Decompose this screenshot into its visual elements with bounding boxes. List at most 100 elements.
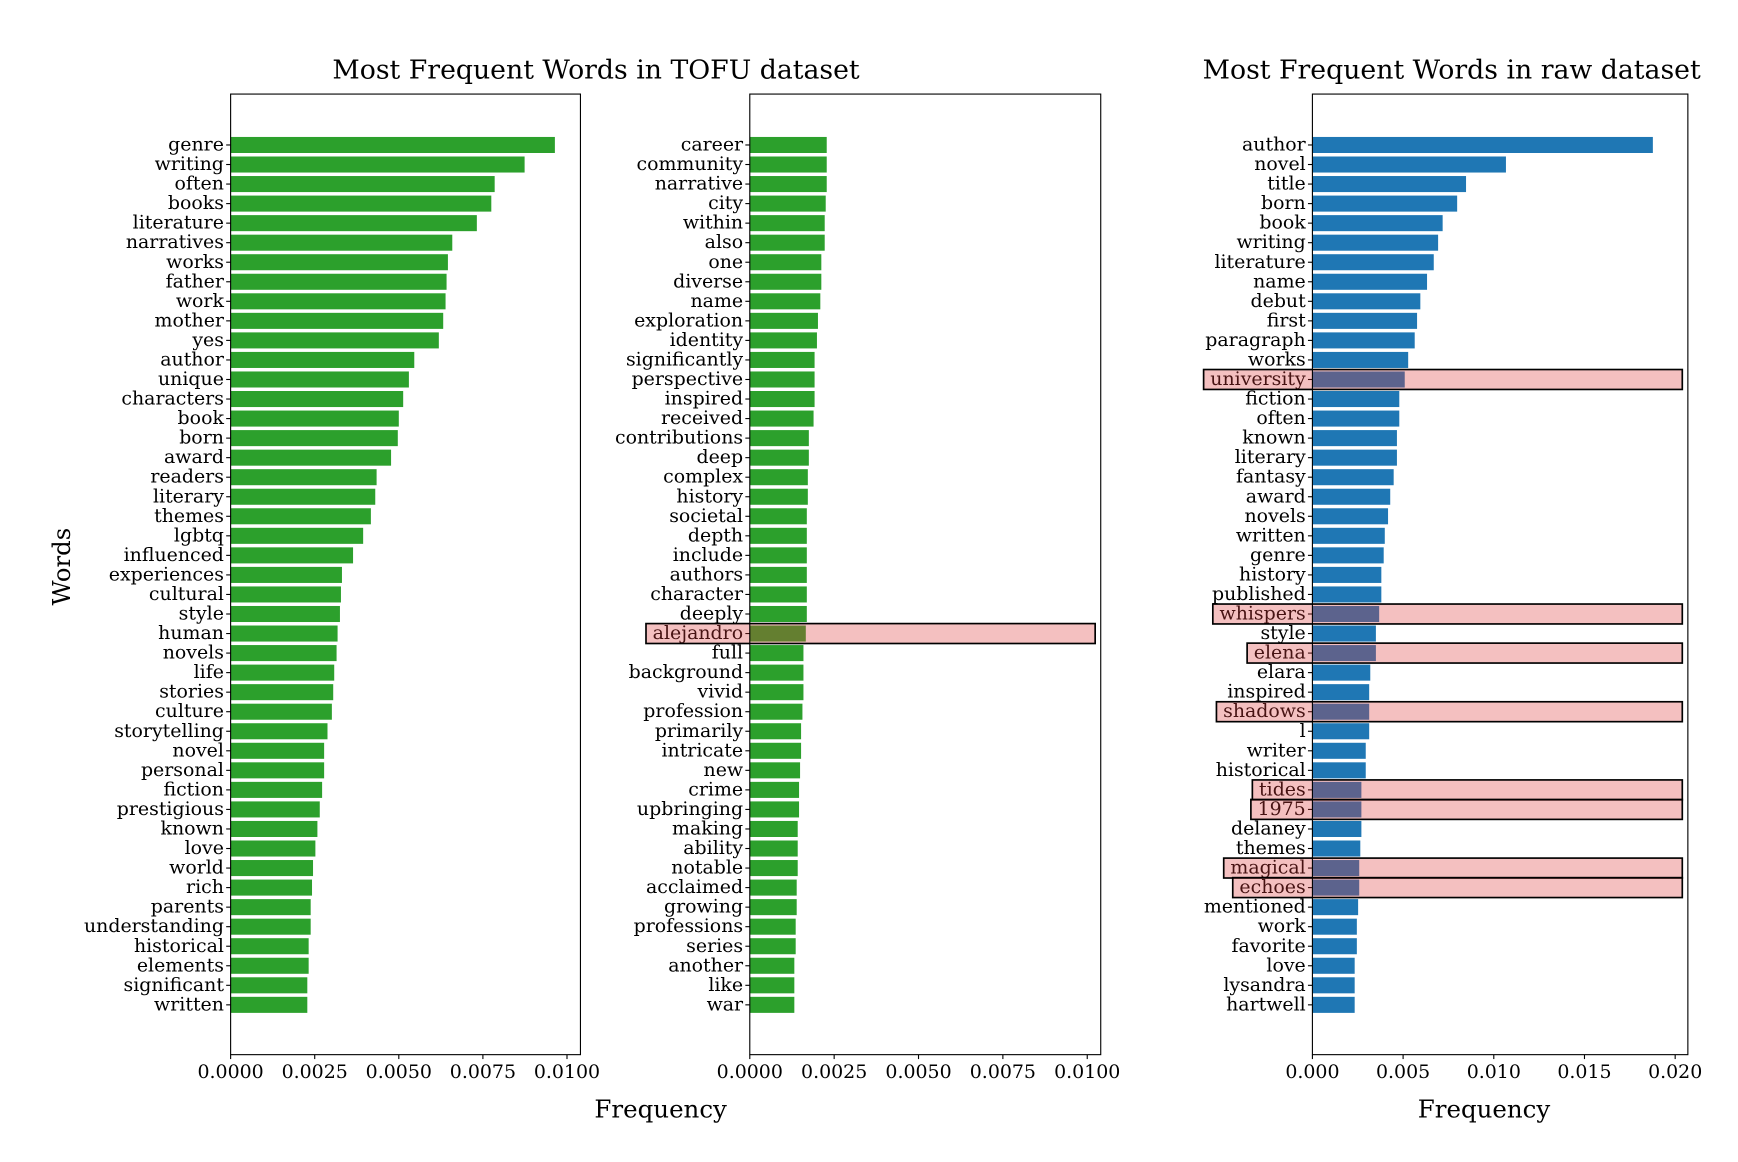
xtick-label: 0.0000 <box>198 1061 264 1083</box>
ytick-label: paragraph <box>1205 329 1305 351</box>
bar-cultural <box>230 586 341 603</box>
ytick-label: history <box>676 485 743 507</box>
ytick-label: magical <box>1230 857 1305 879</box>
bar-professions <box>749 918 796 935</box>
ytick-label: alejandro <box>653 622 743 644</box>
highlight-box-tides <box>1251 779 1684 801</box>
bar-favorite <box>1312 938 1357 955</box>
bar-novels <box>230 645 337 662</box>
bar-significant <box>230 977 308 994</box>
panels: genrewritingoftenbooksliteraturenarrativ… <box>84 93 1702 1083</box>
xtick-label: 0.0025 <box>282 1061 348 1083</box>
bar-understanding <box>230 918 311 935</box>
bar-complex <box>749 469 808 486</box>
ytick-label: personal <box>141 759 224 781</box>
ytick-label: storytelling <box>114 720 224 742</box>
x-axis-label-raw: Frequency <box>1418 1095 1551 1124</box>
ytick-label: deeply <box>680 603 744 625</box>
bar-unique <box>230 371 409 388</box>
bar-fantasy <box>1312 469 1394 486</box>
axes-frame <box>230 93 582 1056</box>
bar-diverse <box>749 273 822 290</box>
highlight-box-shadows <box>1215 700 1684 723</box>
bar-l <box>1312 723 1370 740</box>
bar-name <box>1312 273 1428 290</box>
bar-yes <box>230 332 439 349</box>
bar-historical <box>1312 762 1366 779</box>
highlight-box-university <box>1202 368 1684 391</box>
ytick-label: hartwell <box>1226 993 1306 1015</box>
bar-books <box>230 195 492 212</box>
ytick-label: award <box>164 446 224 468</box>
bar-delaney <box>1312 820 1362 837</box>
ytick-label: culture <box>155 700 224 722</box>
ytick-label: war <box>707 993 745 1015</box>
ytick-label: exploration <box>634 309 743 331</box>
bar-works <box>230 254 448 271</box>
bar-inspired <box>749 391 815 408</box>
ytick-label: novel <box>1254 153 1306 175</box>
ytick-label: growing <box>664 896 743 918</box>
ytick-label: 1975 <box>1258 798 1306 820</box>
ytick-label: narrative <box>655 173 743 195</box>
ytick-label: profession <box>643 700 743 722</box>
bar-literature <box>230 215 477 232</box>
bar-writing <box>1312 234 1439 251</box>
bar-vivid <box>749 684 804 701</box>
ytick-label: societal <box>669 505 743 527</box>
ytick-label: inspired <box>1227 681 1305 703</box>
xtick-label: 0.005 <box>1376 1061 1430 1083</box>
bar-writer <box>1312 742 1366 759</box>
ytick-label: echoes <box>1239 876 1305 898</box>
bar-written <box>1312 527 1385 544</box>
bar-style <box>1312 625 1376 642</box>
ytick-label: another <box>668 954 744 976</box>
bar-profession <box>749 703 803 720</box>
bar-literary <box>230 488 376 505</box>
highlight-box-elena <box>1246 642 1684 664</box>
ytick-label: born <box>1261 192 1306 214</box>
ytick-label: professions <box>634 915 744 937</box>
ytick-label: genre <box>1250 544 1306 566</box>
bar-author <box>230 351 415 368</box>
bar-name <box>749 293 821 310</box>
ytick-label: writer <box>1247 739 1307 761</box>
bar-new <box>749 762 801 779</box>
ytick-label: prestigious <box>117 798 224 820</box>
ytick-label: primarily <box>655 720 744 742</box>
bar-elements <box>230 957 309 974</box>
bar-work <box>230 293 446 310</box>
ytick-label: literary <box>1235 446 1306 468</box>
ytick-label: also <box>705 231 743 253</box>
axes-frame <box>749 93 1102 1056</box>
ytick-label: lgbtq <box>174 524 224 546</box>
ytick-label: father <box>166 270 225 292</box>
bar-background <box>749 664 804 681</box>
bar-deeply <box>749 605 807 623</box>
ytick-label: elara <box>1257 661 1306 683</box>
ytick-label: mother <box>155 309 225 331</box>
ytick-label: experiences <box>109 564 224 586</box>
ytick-label: identity <box>670 329 744 351</box>
title-tofu: Most Frequent Words in TOFU dataset <box>332 55 860 86</box>
ytick-label: often <box>1256 407 1305 429</box>
ytick-label: background <box>629 661 744 683</box>
ytick-label: elements <box>137 954 224 976</box>
title-raw: Most Frequent Words in raw dataset <box>1203 55 1701 86</box>
xtick-label: 0.0025 <box>801 1061 867 1083</box>
bar-another <box>749 957 795 974</box>
bar-stories <box>230 684 334 701</box>
ytick-label: literature <box>1214 251 1305 273</box>
bar-literature <box>1312 254 1434 271</box>
bar-primarily <box>749 723 802 740</box>
ytick-label: significantly <box>626 349 743 371</box>
highlight-box-1975 <box>1250 798 1684 821</box>
ytick-label: stories <box>159 681 224 703</box>
ytick-label: lysandra <box>1223 974 1305 996</box>
bar-also <box>749 234 825 251</box>
ytick-label: cultural <box>149 583 224 605</box>
bar-genre <box>1312 547 1384 564</box>
ytick-label: book <box>1259 212 1306 234</box>
bar-hartwell <box>1312 996 1355 1013</box>
